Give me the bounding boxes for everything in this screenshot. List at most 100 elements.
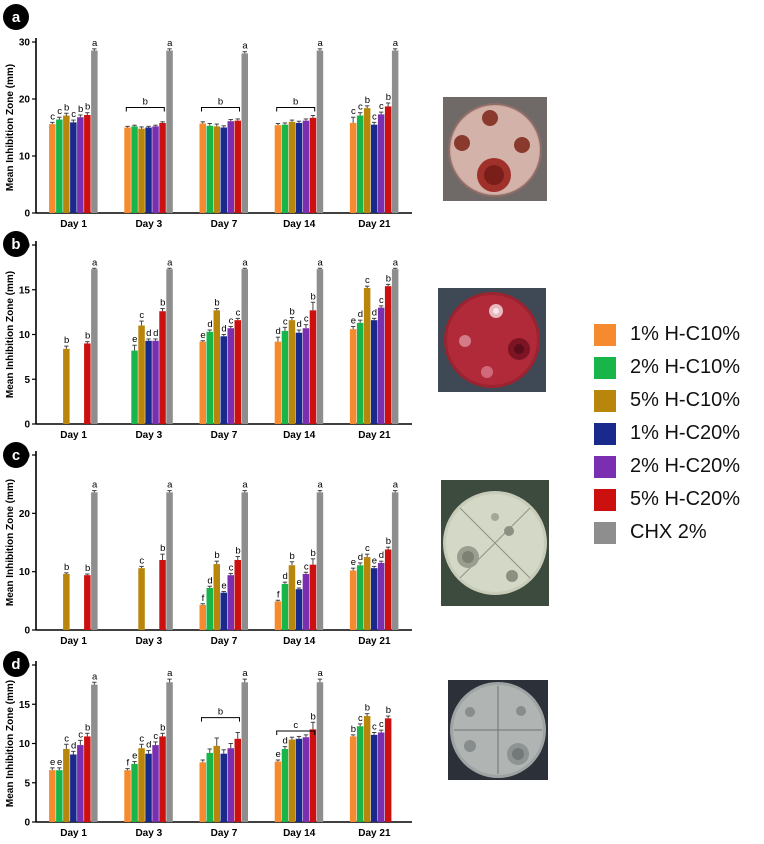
- legend-swatch: [594, 488, 616, 511]
- significance-letter: b: [386, 273, 391, 284]
- bar-1-h-c10-: [199, 604, 206, 630]
- significance-letter: b: [214, 550, 219, 561]
- x-tick-label: Day 1: [60, 430, 87, 441]
- y-tick-label: 15: [19, 700, 31, 711]
- significance-letter: c: [229, 315, 234, 326]
- bar-5-h-c10-: [213, 126, 220, 213]
- category-group: ed b a: [274, 668, 324, 822]
- y-tick-label: 10: [19, 330, 31, 341]
- legend-swatch: [594, 521, 616, 544]
- significance-letter: d: [207, 575, 212, 586]
- legend-item: 1% H-C20%: [594, 417, 764, 450]
- significance-letter: e: [351, 557, 356, 568]
- significance-bracket: b: [125, 97, 165, 112]
- significance-letter: d: [358, 552, 363, 563]
- significance-letter: a: [242, 41, 248, 52]
- x-tick-label: Day 7: [211, 636, 238, 647]
- significance-letter: c: [372, 722, 377, 733]
- bar-2-h-c20-: [302, 737, 310, 822]
- x-tick-label: Day 21: [358, 636, 391, 647]
- bar-1-h-c10-: [49, 124, 56, 213]
- bar-2-h-c10-: [356, 726, 364, 822]
- y-tick-label: 0: [24, 209, 30, 220]
- bar-5-h-c10-: [363, 716, 371, 822]
- significance-letter: d: [221, 324, 226, 335]
- significance-letter: d: [71, 740, 76, 751]
- significance-letter: b: [235, 546, 240, 557]
- y-tick-label: 10: [19, 739, 31, 750]
- significance-letter: a: [92, 38, 98, 49]
- bar-5-h-c10-: [288, 121, 296, 213]
- bracket-line: [276, 107, 316, 112]
- y-axis-title: Mean Inhibition Zone (mm): [5, 64, 16, 191]
- significance-letter: b: [64, 335, 69, 346]
- bar-2-h-c10-: [281, 748, 289, 822]
- significance-bracket: b: [276, 97, 316, 112]
- significance-letter: e: [221, 581, 226, 592]
- category-group: b b a: [63, 480, 98, 630]
- x-tick-label: Day 21: [358, 430, 391, 441]
- bracket-label: b: [293, 97, 298, 108]
- bar-chx-2-: [166, 269, 173, 424]
- legend-item: 5% H-C10%: [594, 384, 764, 417]
- bar-chx-2-: [166, 682, 173, 822]
- y-tick-label: 0: [24, 626, 30, 637]
- significance-letter: b: [160, 722, 165, 733]
- bar-5-h-c20-: [84, 114, 91, 213]
- bar-chx-2-: [166, 50, 173, 213]
- bar-2-h-c10-: [206, 331, 213, 424]
- bar-chx-2-: [241, 682, 248, 822]
- significance-letter: e: [132, 334, 137, 345]
- significance-letter: e: [132, 751, 137, 762]
- x-tick-label: Day 7: [211, 219, 238, 230]
- plate-photo-a: [443, 97, 547, 201]
- bar-1-h-c10-: [199, 123, 206, 213]
- bracket-line: [201, 107, 240, 112]
- bar-chx-2-: [391, 50, 399, 213]
- significance-letter: b: [64, 102, 69, 113]
- bar-5-h-c10-: [363, 108, 371, 213]
- significance-letter: c: [139, 733, 144, 744]
- bar-2-h-c20-: [302, 328, 310, 424]
- bar-5-h-c20-: [234, 560, 241, 630]
- bar-1-h-c20-: [70, 122, 77, 213]
- bar-2-h-c20-: [302, 574, 310, 630]
- y-tick-label: 20: [19, 95, 31, 106]
- legend-swatch: [594, 356, 616, 379]
- bar-1-h-c20-: [145, 340, 152, 424]
- bar-2-h-c20-: [227, 328, 234, 424]
- significance-letter: c: [153, 731, 158, 742]
- significance-letter: c: [304, 561, 309, 572]
- bar-5-h-c10-: [363, 557, 371, 630]
- bar-chx-2-: [241, 492, 248, 630]
- bar-5-h-c20-: [159, 736, 166, 822]
- x-tick-label: Day 14: [283, 636, 316, 647]
- bar-1-h-c10-: [124, 770, 131, 822]
- legend-item: 1% H-C10%: [594, 318, 764, 351]
- plate-photo-c: [441, 480, 549, 606]
- bracket-label: b: [218, 97, 223, 108]
- significance-bracket: c: [276, 720, 316, 735]
- bar-5-h-c20-: [84, 343, 91, 424]
- bar-2-h-c20-: [227, 748, 234, 822]
- legend-label: 1% H-C20%: [630, 422, 741, 444]
- bar-2-h-c20-: [152, 745, 159, 822]
- x-tick-label: Day 7: [211, 430, 238, 441]
- legend-label: 5% H-C20%: [630, 488, 741, 510]
- significance-letter: b: [365, 703, 370, 714]
- bar-1-h-c10-: [349, 329, 357, 424]
- y-tick-label: 0: [24, 818, 30, 829]
- significance-letter: b: [311, 291, 316, 302]
- category-group: c c bc b ba: [49, 38, 98, 213]
- bar-1-h-c20-: [220, 127, 227, 213]
- x-tick-label: Day 1: [60, 219, 87, 230]
- bar-5-h-c10-: [138, 748, 145, 822]
- x-tick-label: Day 3: [135, 430, 162, 441]
